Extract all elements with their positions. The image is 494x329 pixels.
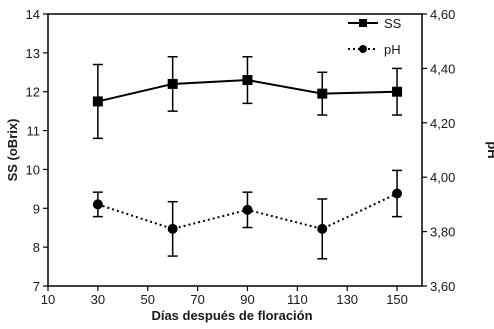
y-left-axis-title: SS (oBrix): [5, 119, 20, 182]
legend-marker-ss: [359, 19, 367, 27]
x-tick-label: 130: [336, 292, 358, 307]
x-tick-label: 90: [240, 292, 254, 307]
error-bars: [92, 55, 403, 260]
series-markers: [92, 75, 403, 234]
y-left-tick-label: 13: [26, 46, 40, 61]
y-right-axis-title: pH: [485, 141, 494, 158]
data-point-ss: [392, 86, 403, 97]
y-left-tick-label: 10: [26, 162, 40, 177]
x-axis-title: Días después de floración: [151, 308, 312, 323]
x-tick-label: 150: [386, 292, 408, 307]
y-right-tick-label: 4,20: [430, 116, 455, 131]
data-point-ss: [242, 75, 253, 86]
data-point-ss: [167, 78, 178, 89]
x-tick-label: 10: [41, 292, 55, 307]
y-left-tick-label: 7: [33, 279, 40, 294]
legend: SS pH: [348, 16, 402, 57]
x-tick-label: 110: [287, 292, 308, 307]
y-left-tick-label: 8: [33, 240, 40, 255]
x-tick-label: 50: [140, 292, 154, 307]
axes: 10 30 50 70 90 110 130 150 7 8 9 10 11 12 13 14 3,60 3,80…: [26, 7, 456, 307]
legend-label-ss: SS: [384, 16, 402, 31]
y-right-tick-label: 3,80: [430, 225, 455, 240]
y-right-tick-label: 3,60: [430, 279, 455, 294]
legend-label-ph: pH: [384, 42, 401, 57]
y-left-tick-label: 9: [33, 201, 40, 216]
data-point-ss: [92, 96, 103, 107]
y-right-tick-label: 4,00: [430, 170, 455, 185]
legend-marker-ph: [359, 45, 367, 53]
data-point-ph: [317, 223, 328, 234]
y-left-tick-label: 12: [26, 85, 40, 100]
y-right-tick-label: 4,60: [430, 7, 455, 22]
data-point-ph: [392, 188, 403, 199]
x-tick-label: 70: [190, 292, 204, 307]
y-left-tick-label: 11: [27, 124, 41, 139]
data-point-ph: [242, 204, 253, 215]
x-tick-label: 30: [91, 292, 105, 307]
data-point-ss: [317, 88, 328, 99]
y-right-tick-label: 4,40: [430, 61, 455, 76]
data-point-ph: [92, 199, 103, 210]
plot-frame: [47, 13, 423, 287]
y-left-tick-label: 14: [26, 7, 40, 22]
data-point-ph: [167, 223, 178, 234]
